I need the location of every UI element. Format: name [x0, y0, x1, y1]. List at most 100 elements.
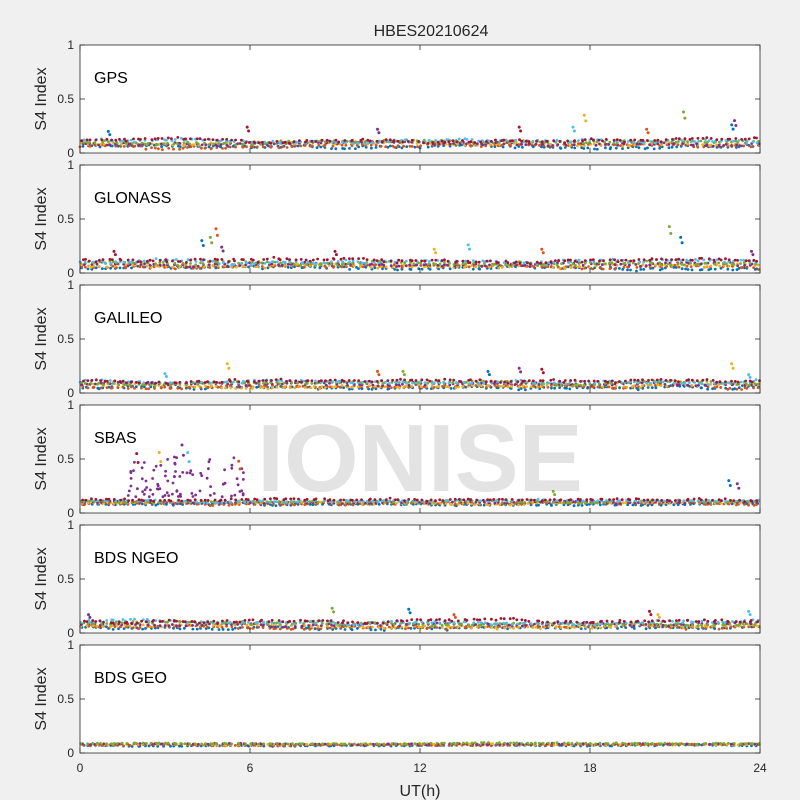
data-point [101, 141, 104, 144]
data-point [149, 499, 153, 502]
data-point [316, 627, 319, 630]
data-point [233, 378, 237, 381]
data-point [404, 627, 407, 631]
data-point [504, 138, 508, 142]
data-point [158, 259, 162, 262]
data-point [248, 261, 251, 265]
data-point [370, 141, 374, 145]
data-point [198, 137, 202, 141]
data-point [540, 499, 544, 503]
data-point [371, 625, 374, 629]
data-point [365, 258, 369, 261]
data-point [331, 144, 335, 148]
data-point [500, 501, 504, 504]
data-point [361, 625, 365, 629]
data-point [672, 142, 676, 146]
data-point [646, 498, 650, 502]
data-point [92, 386, 96, 389]
data-point [540, 145, 543, 149]
data-point [186, 140, 190, 144]
data-point [686, 497, 690, 501]
data-point [237, 500, 241, 503]
data-point [568, 144, 572, 148]
data-point [134, 495, 138, 499]
data-point [556, 143, 560, 147]
data-point [517, 366, 521, 370]
data-point [536, 264, 540, 267]
data-point [108, 257, 112, 261]
data-point [148, 263, 152, 267]
data-point [108, 143, 112, 147]
data-point [719, 499, 723, 502]
data-point [698, 257, 701, 260]
data-point [110, 144, 114, 148]
data-point [509, 139, 512, 143]
y-axis-label: S4 Index [33, 427, 50, 490]
data-point [230, 466, 234, 470]
data-point [682, 499, 686, 503]
data-point [372, 260, 376, 264]
data-point [717, 261, 721, 265]
data-point [163, 372, 167, 376]
data-point [151, 477, 155, 480]
data-point [165, 138, 168, 142]
data-point [707, 257, 711, 261]
data-point [479, 140, 483, 144]
data-point [691, 143, 695, 147]
data-point [121, 385, 125, 389]
data-point [335, 263, 339, 266]
data-point [234, 143, 237, 147]
data-point [156, 482, 160, 486]
data-point [382, 626, 386, 630]
data-point [238, 467, 242, 471]
data-point [301, 261, 304, 265]
data-point [583, 138, 587, 142]
data-point [646, 146, 649, 150]
data-point [185, 261, 188, 264]
data-point [696, 136, 700, 140]
data-point [534, 626, 538, 629]
data-point [181, 453, 185, 457]
data-point [408, 144, 412, 148]
data-point [623, 262, 627, 265]
data-point [625, 386, 629, 389]
data-point [351, 381, 355, 385]
data-point [574, 263, 577, 267]
data-point [755, 499, 759, 502]
data-point [572, 143, 576, 147]
data-point [565, 386, 568, 390]
data-point [677, 137, 681, 141]
data-point [395, 378, 399, 382]
data-point [531, 145, 535, 149]
data-point [690, 384, 694, 387]
data-point [234, 387, 238, 390]
data-point [596, 499, 600, 503]
y-tick-label: 0.5 [57, 332, 74, 346]
scatter-points [78, 110, 761, 152]
data-point [506, 381, 510, 385]
data-point [169, 387, 173, 390]
data-point [644, 264, 648, 268]
data-point [585, 141, 588, 145]
data-point [118, 138, 121, 141]
data-point [138, 626, 142, 629]
data-point [747, 503, 750, 507]
data-point [650, 378, 654, 382]
data-point [739, 380, 743, 384]
data-point [110, 138, 113, 142]
data-point [453, 497, 457, 501]
data-point [123, 497, 126, 501]
data-point [432, 247, 436, 251]
data-point [469, 498, 472, 502]
data-point [203, 141, 206, 145]
data-point [351, 259, 355, 263]
data-point [281, 145, 284, 149]
data-point [550, 504, 553, 507]
data-point [215, 138, 219, 142]
data-point [636, 378, 640, 382]
data-point [272, 142, 276, 146]
data-point [82, 141, 86, 144]
data-point [737, 139, 741, 142]
data-point [639, 268, 643, 271]
data-point [178, 627, 182, 631]
